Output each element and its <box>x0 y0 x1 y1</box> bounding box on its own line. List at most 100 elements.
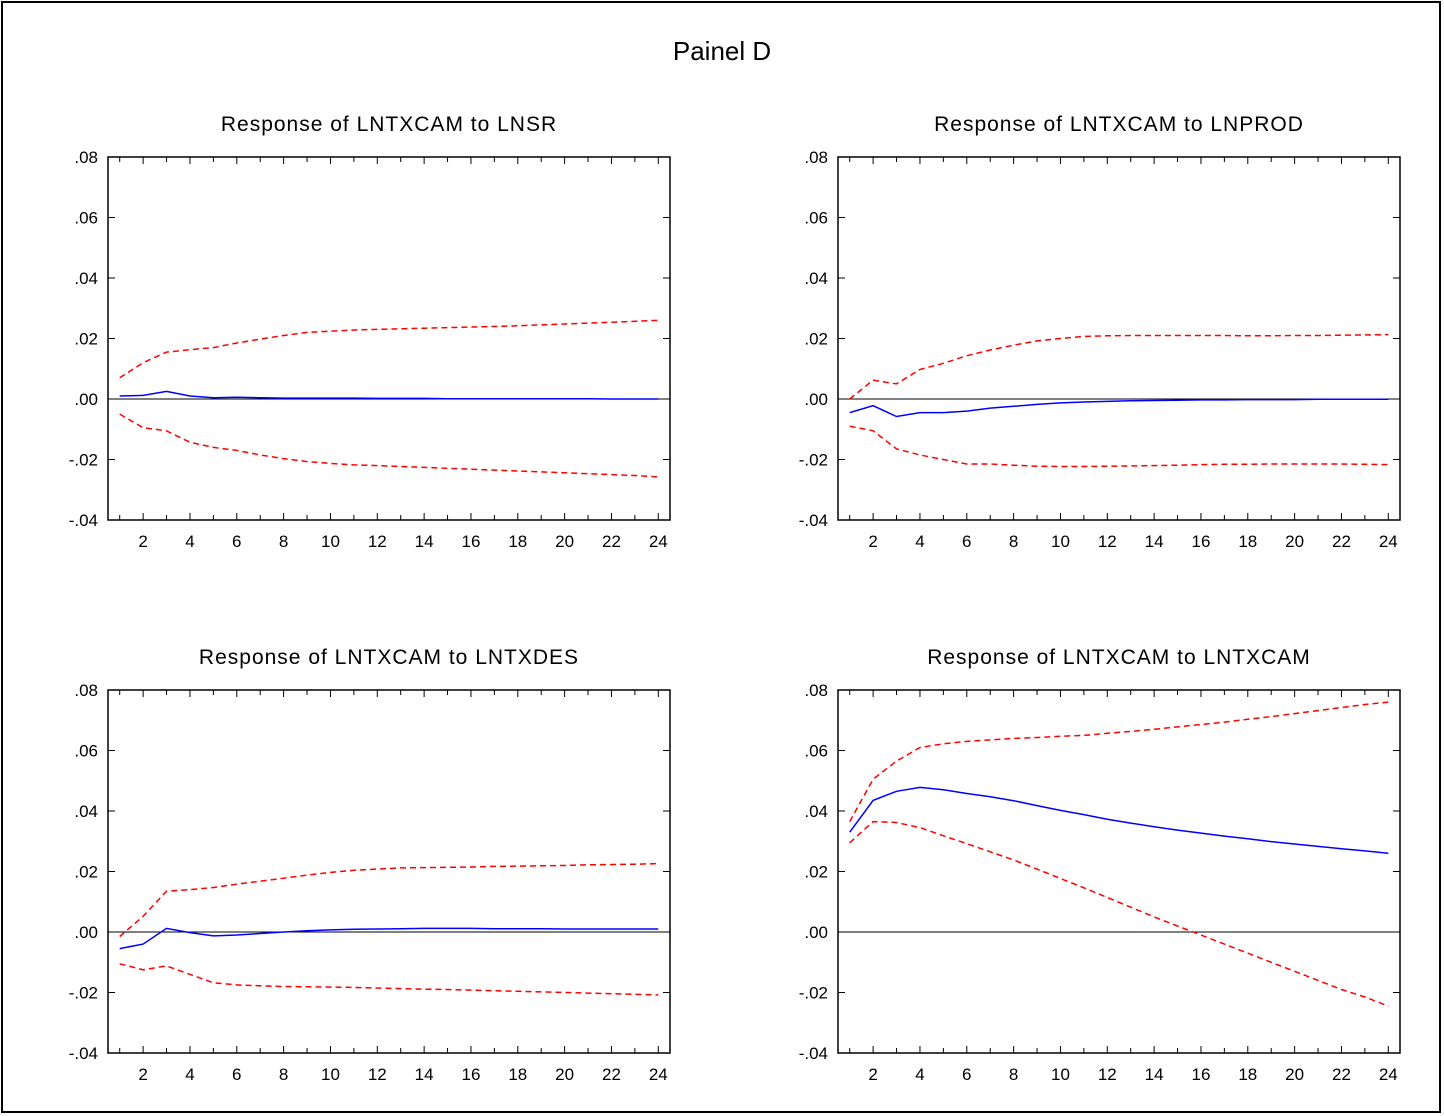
x-tick-label: 14 <box>415 1065 434 1084</box>
y-tick-label: .02 <box>804 863 828 882</box>
y-tick-label: -.02 <box>69 984 98 1003</box>
chart-title: Response of LNTXCAM to LNPROD <box>934 113 1304 136</box>
y-tick-label: .02 <box>74 330 98 349</box>
x-tick-label: 22 <box>602 532 621 551</box>
chart-title: Response of LNTXCAM to LNSR <box>221 113 557 136</box>
x-tick-label: 22 <box>1332 532 1351 551</box>
y-tick-label: .08 <box>804 148 828 167</box>
x-tick-label: 8 <box>279 532 288 551</box>
confidence-band-upper <box>119 319 659 379</box>
x-tick-label: 18 <box>1238 532 1257 551</box>
chart-title: Response of LNTXCAM to LNTXCAM <box>927 646 1311 669</box>
x-tick-label: 24 <box>649 1065 668 1084</box>
x-tick-label: 6 <box>232 532 241 551</box>
y-tick-label: .06 <box>74 209 98 228</box>
confidence-band-lower <box>119 413 659 478</box>
y-tick-label: .00 <box>74 923 98 942</box>
x-tick-label: 8 <box>1009 1065 1018 1084</box>
chart-3: Response of LNTXCAM to LNTXDES .08 .06 .04.… <box>69 646 671 1084</box>
chart-4: Response of LNTXCAM to LNTXCAM .08 .06 .04.… <box>799 646 1401 1084</box>
x-tick-label: 20 <box>1285 1065 1304 1084</box>
x-tick-label: 12 <box>368 1065 387 1084</box>
plot-frame <box>837 156 1401 521</box>
x-tick-label: 4 <box>915 1065 924 1084</box>
chart-2: Response of LNTXCAM to LNPROD .08 .06 .04 .0… <box>799 113 1401 551</box>
confidence-band-lower <box>849 820 1389 1007</box>
x-tick-label: 4 <box>185 1065 194 1084</box>
x-tick-label: 14 <box>1145 532 1164 551</box>
x-tick-label: 18 <box>1238 1065 1257 1084</box>
y-tick-label: .00 <box>74 390 98 409</box>
x-tick-label: 10 <box>321 1065 340 1084</box>
x-tick-label: 10 <box>1051 532 1070 551</box>
confidence-band-lower <box>849 425 1389 468</box>
y-tick-label: .00 <box>804 390 828 409</box>
plot-frame <box>837 689 1401 1054</box>
x-tick-label: 4 <box>915 532 924 551</box>
y-tick-label: .00 <box>804 923 828 942</box>
x-tick-label: 4 <box>185 532 194 551</box>
x-tick-label: 2 <box>868 532 877 551</box>
x-tick-label: 16 <box>1191 532 1210 551</box>
y-tick-label: .04 <box>804 802 828 821</box>
confidence-band-lower <box>119 963 659 996</box>
x-tick-label: 20 <box>555 532 574 551</box>
x-tick-label: 8 <box>1009 532 1018 551</box>
x-tick-label: 24 <box>649 532 668 551</box>
panel-title: Painel D <box>672 36 772 66</box>
x-tick-label: 16 <box>461 1065 480 1084</box>
plot-frame <box>107 156 671 521</box>
x-tick-label: 24 <box>1379 1065 1398 1084</box>
x-tick-label: 18 <box>508 1065 527 1084</box>
x-tick-label: 20 <box>1285 532 1304 551</box>
x-tick-label: 10 <box>1051 1065 1070 1084</box>
y-tick-label: -.04 <box>69 1044 98 1063</box>
x-tick-label: 6 <box>232 1065 241 1084</box>
plot-frame <box>107 689 671 1054</box>
y-tick-label: -.04 <box>799 1044 828 1063</box>
x-tick-label: 22 <box>1332 1065 1351 1084</box>
x-tick-label: 12 <box>368 532 387 551</box>
y-tick-label: .02 <box>804 330 828 349</box>
x-tick-label: 14 <box>1145 1065 1164 1084</box>
chart-1: Response of LNTXCAM to LNSR .08 .06 .04 .02.… <box>69 113 671 551</box>
y-tick-label: .06 <box>804 742 828 761</box>
x-tick-label: 2 <box>138 532 147 551</box>
confidence-band-upper <box>849 333 1389 400</box>
x-tick-label: 20 <box>555 1065 574 1084</box>
x-tick-label: 16 <box>1191 1065 1210 1084</box>
y-tick-label: .08 <box>74 681 98 700</box>
confidence-band-upper <box>119 862 659 938</box>
response-line <box>119 390 659 400</box>
x-tick-label: 14 <box>415 532 434 551</box>
y-tick-label: .08 <box>74 148 98 167</box>
y-tick-label: .04 <box>74 269 98 288</box>
response-line <box>849 786 1389 855</box>
response-line <box>849 398 1389 418</box>
y-tick-label: -.02 <box>799 984 828 1003</box>
y-tick-label: .06 <box>804 209 828 228</box>
y-tick-label: .04 <box>804 269 828 288</box>
y-tick-label: .04 <box>74 802 98 821</box>
x-tick-label: 6 <box>962 532 971 551</box>
x-tick-label: 10 <box>321 532 340 551</box>
x-tick-label: 12 <box>1098 1065 1117 1084</box>
x-tick-label: 16 <box>461 532 480 551</box>
y-tick-label: -.02 <box>69 451 98 470</box>
y-tick-label: .08 <box>804 681 828 700</box>
x-tick-label: 12 <box>1098 532 1117 551</box>
chart-title: Response of LNTXCAM to LNTXDES <box>199 646 579 669</box>
y-tick-label: .06 <box>74 742 98 761</box>
x-tick-label: 2 <box>868 1065 877 1084</box>
y-tick-label: -.04 <box>799 511 828 530</box>
y-tick-label: -.02 <box>799 451 828 470</box>
confidence-band-upper <box>849 701 1389 822</box>
x-tick-label: 24 <box>1379 532 1398 551</box>
response-line <box>119 927 659 950</box>
y-tick-label: .02 <box>74 863 98 882</box>
y-tick-label: -.04 <box>69 511 98 530</box>
x-tick-label: 18 <box>508 532 527 551</box>
x-tick-label: 6 <box>962 1065 971 1084</box>
